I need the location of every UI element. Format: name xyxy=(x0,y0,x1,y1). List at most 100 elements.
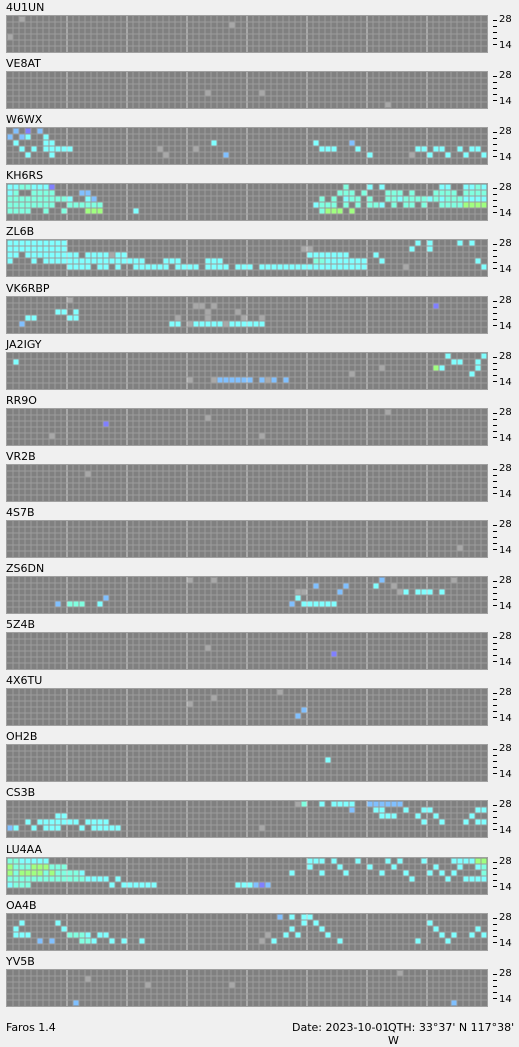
signal-cell xyxy=(469,146,475,152)
signal-cell xyxy=(85,190,91,196)
band-label-top: 28 xyxy=(499,687,512,698)
signal-cell xyxy=(97,252,103,258)
axis-tick xyxy=(493,924,497,925)
propagation-grid[interactable] xyxy=(6,520,488,558)
signal-cell xyxy=(367,801,373,807)
axis-tick xyxy=(493,381,497,382)
propagation-grid[interactable] xyxy=(6,15,488,53)
signal-cell xyxy=(217,377,223,383)
signal-cell xyxy=(481,184,487,190)
signal-cell xyxy=(73,819,79,825)
signal-cell xyxy=(13,240,19,246)
signal-cell xyxy=(229,982,235,988)
signal-cell xyxy=(469,858,475,864)
station-callsign: CS3B xyxy=(6,786,36,799)
signal-cell xyxy=(451,870,457,876)
signal-cell xyxy=(391,801,397,807)
signal-cell xyxy=(307,264,313,270)
signal-cell xyxy=(193,264,199,270)
signal-cell xyxy=(313,601,319,607)
signal-cell xyxy=(25,858,31,864)
signal-cell xyxy=(475,864,481,870)
signal-cell xyxy=(91,208,97,214)
signal-cell xyxy=(433,864,439,870)
signal-cell xyxy=(265,377,271,383)
propagation-grid[interactable] xyxy=(6,239,488,277)
signal-cell xyxy=(475,858,481,864)
axis-tick xyxy=(493,206,497,207)
signal-cell xyxy=(25,246,31,252)
signal-cell xyxy=(289,914,295,920)
propagation-grid[interactable] xyxy=(6,71,488,109)
signal-cell xyxy=(295,589,301,595)
propagation-grid[interactable] xyxy=(6,464,488,502)
signal-cell xyxy=(49,202,55,208)
signal-cell xyxy=(85,471,91,477)
station-panel: VR2B 28 14 xyxy=(0,449,519,505)
signal-cell xyxy=(55,146,61,152)
signal-cell xyxy=(79,932,85,938)
axis-tick xyxy=(493,643,497,644)
signal-cell xyxy=(103,258,109,264)
signal-cell xyxy=(103,264,109,270)
axis-tick xyxy=(493,88,497,89)
signal-cell xyxy=(199,321,205,327)
signal-cell xyxy=(49,825,55,831)
axis-tick xyxy=(493,974,497,975)
propagation-grid[interactable] xyxy=(6,127,488,165)
propagation-grid[interactable] xyxy=(6,632,488,670)
station-callsign: 4S7B xyxy=(6,506,35,519)
propagation-grid[interactable] xyxy=(6,688,488,726)
propagation-grid[interactable] xyxy=(6,296,488,334)
signal-cell xyxy=(13,825,19,831)
propagation-grid[interactable] xyxy=(6,352,488,390)
signal-cell xyxy=(463,196,469,202)
propagation-grid[interactable] xyxy=(6,183,488,221)
station-callsign: W6WX xyxy=(6,113,43,126)
signal-cell xyxy=(43,190,49,196)
station-panel: YV5B 28 14 xyxy=(0,954,519,1010)
signal-cell xyxy=(73,1000,79,1006)
propagation-grid[interactable] xyxy=(6,800,488,838)
signal-cell xyxy=(85,876,91,882)
signal-cell xyxy=(337,252,343,258)
propagation-grid[interactable] xyxy=(6,408,488,446)
propagation-grid[interactable] xyxy=(6,913,488,951)
signal-cell xyxy=(385,813,391,819)
signal-cell xyxy=(439,365,445,371)
signal-cell xyxy=(43,876,49,882)
axis-tick xyxy=(493,76,497,77)
signal-cell xyxy=(415,196,421,202)
signal-cell xyxy=(259,377,265,383)
signal-cell xyxy=(385,102,391,108)
propagation-grid[interactable] xyxy=(6,969,488,1007)
axis-tick xyxy=(493,82,497,83)
propagation-grid[interactable] xyxy=(6,576,488,614)
signal-cell xyxy=(217,321,223,327)
signal-cell xyxy=(7,184,13,190)
signal-cell xyxy=(13,246,19,252)
signal-cell xyxy=(469,240,475,246)
signal-cell xyxy=(25,315,31,321)
station-callsign: ZL6B xyxy=(6,225,35,238)
signal-cell xyxy=(409,196,415,202)
signal-cell xyxy=(349,264,355,270)
signal-cell xyxy=(25,208,31,214)
axis-tick xyxy=(493,705,497,706)
signal-cell xyxy=(367,864,373,870)
propagation-grid[interactable] xyxy=(6,744,488,782)
signal-cell xyxy=(19,932,25,938)
signal-cell xyxy=(13,252,19,258)
signal-cell xyxy=(115,825,121,831)
axis-tick xyxy=(493,593,497,594)
signal-cell xyxy=(361,264,367,270)
propagation-grid[interactable] xyxy=(6,857,488,895)
signal-cell xyxy=(31,252,37,258)
signal-cell xyxy=(235,264,241,270)
signal-cell xyxy=(25,196,31,202)
signal-cell xyxy=(211,140,217,146)
axis-tick xyxy=(493,493,497,494)
signal-cell xyxy=(61,208,67,214)
signal-cell xyxy=(421,589,427,595)
signal-cell xyxy=(61,252,67,258)
